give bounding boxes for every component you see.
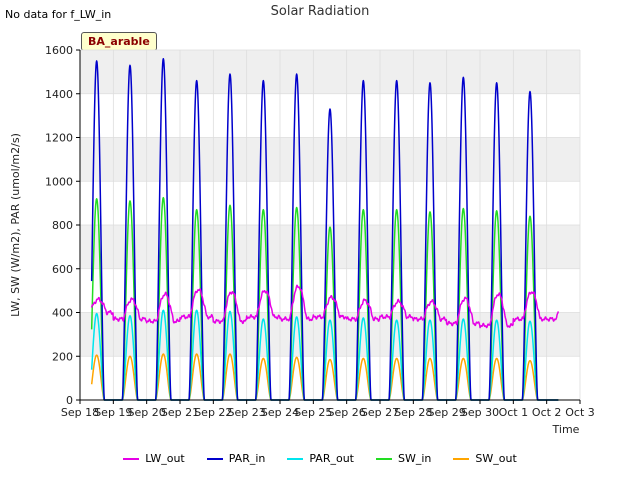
x-tick-label: Sep 29 [428,406,466,419]
legend-item-sw-out: SW_out [453,452,517,465]
x-tick-label: Sep 22 [194,406,232,419]
legend-item-sw-in: SW_in [376,452,431,465]
legend-item-lw-out: LW_out [123,452,185,465]
chart-title: Solar Radiation [270,4,370,19]
series-line-lw-out [90,284,560,329]
legend-swatch-sw-out [453,457,470,460]
y-tick-label: 1400 [45,88,73,101]
plot-band [80,225,580,269]
y-tick-label: 400 [52,307,73,320]
x-tick-label: Sep 30 [461,406,499,419]
y-tick-label: 1000 [45,175,73,188]
legend-swatch-sw-in [376,457,392,460]
y-tick-label: 0 [66,394,73,407]
x-tick-label: Sep 24 [261,406,299,419]
no-data-note: No data for f_LW_in [5,8,112,21]
x-tick-label: Oct 3 [565,406,595,419]
x-tick-label: Sep 25 [294,406,332,419]
legend-label-lw-out: LW_out [145,452,185,465]
legend-label-par-in: PAR_in [228,452,266,465]
x-tick-label: Sep 19 [94,406,132,419]
legend-label-sw-out: SW_out [475,452,517,465]
plot-band [80,50,580,94]
x-axis-label: Time [552,423,580,436]
x-tick-label: Sep 20 [128,406,166,419]
x-tick-label: Sep 23 [228,406,266,419]
legend: LW_out PAR_in PAR_out SW_in SW_out [0,452,640,465]
legend-swatch-par-out [287,457,304,460]
y-tick-label: 1600 [45,44,73,57]
x-tick-label: Oct 1 [499,406,529,419]
y-tick-label: 600 [52,263,73,276]
legend-swatch-lw-out [123,457,140,460]
x-tick-label: Sep 18 [61,406,99,419]
legend-label-sw-in: SW_in [398,452,432,465]
legend-label-par-out: PAR_out [309,452,354,465]
x-tick-label: Oct 2 [532,406,562,419]
x-tick-label: Sep 21 [161,406,199,419]
y-axis-label: LW, SW (W/m2), PAR (umol/m2/s) [9,133,22,317]
y-tick-label: 1200 [45,132,73,145]
x-tick-label: Sep 28 [394,406,432,419]
y-tick-label: 200 [52,350,73,363]
legend-swatch-par-in [206,457,223,460]
legend-item-par-in: PAR_in [206,452,266,465]
x-tick-label: Sep 27 [361,406,399,419]
x-tick-label: Sep 26 [328,406,366,419]
y-tick-label: 800 [52,219,73,232]
plot-band [80,137,580,182]
legend-item-par-out: PAR_out [287,452,354,465]
site-badge: BA_arable [81,32,157,51]
